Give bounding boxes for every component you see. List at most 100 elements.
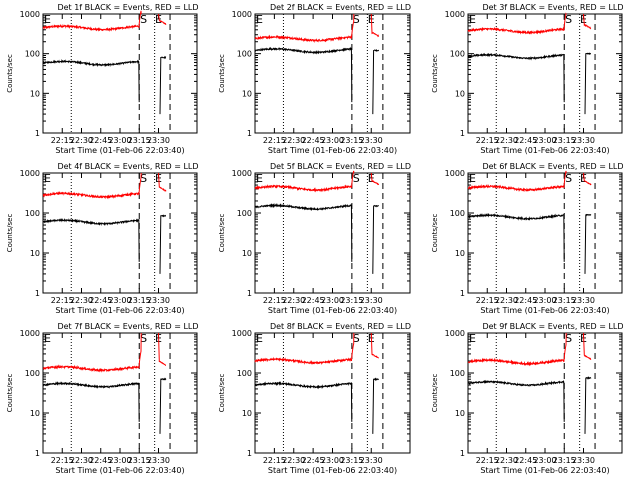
x-tick-label: 23:30 (572, 296, 595, 305)
x-tick-label: 22:30 (70, 136, 93, 145)
x-tick-label: 23:00 (108, 456, 131, 465)
series-recovery-events (372, 48, 380, 115)
y-axis-label: Counts/sec (218, 214, 226, 253)
x-tick-label: 22:45 (89, 456, 112, 465)
y-tick-label: 1000 (20, 10, 40, 19)
y-tick-label: 1000 (20, 329, 40, 338)
chart-panel-8: Det 8f BLACK = Events, RED = LLD Counts/s… (218, 322, 411, 475)
event-marker-e: E (580, 172, 587, 185)
y-tick-label: 10 (242, 409, 252, 418)
event-marker-e: E (469, 332, 476, 345)
y-tick-label: 100 (25, 369, 40, 378)
x-tick-label: 22:45 (514, 296, 537, 305)
y-tick-label: 1 (460, 129, 465, 138)
y-tick-label: 10 (455, 249, 465, 258)
event-marker-s: S (565, 332, 572, 345)
chart-title: Det 7f BLACK = Events, RED = LLD (57, 322, 198, 331)
event-marker-e: E (469, 172, 476, 185)
y-tick-label: 100 (25, 209, 40, 218)
series-recovery-lld (370, 13, 380, 38)
series-line-events (42, 58, 140, 103)
x-tick-label: 23:15 (128, 296, 151, 305)
x-tick-label: 23:30 (360, 296, 383, 305)
y-tick-label: 1 (35, 129, 40, 138)
chart-panel-9: Det 9f BLACK = Events, RED = LLD Counts/s… (431, 322, 624, 475)
event-marker-e: E (44, 172, 51, 185)
x-axis-label: Start Time (01-Feb-06 22:03:40) (55, 466, 184, 475)
x-tick-label: 23:00 (533, 136, 556, 145)
x-tick-label: 22:30 (70, 296, 93, 305)
x-tick-label: 23:15 (553, 456, 576, 465)
x-tick-label: 23:30 (147, 296, 170, 305)
series-line-lld (254, 13, 355, 44)
event-marker-s: S (140, 332, 147, 345)
y-tick-label: 10 (30, 249, 40, 258)
series-line-lld (467, 12, 567, 35)
x-tick-label: 23:15 (340, 296, 363, 305)
y-tick-label: 1 (35, 289, 40, 298)
chart-panel-6: Det 6f BLACK = Events, RED = LLD Counts/s… (431, 162, 624, 315)
x-tick-label: 22:15 (263, 296, 286, 305)
x-tick-label: 22:15 (51, 136, 74, 145)
y-tick-label: 1 (35, 449, 40, 458)
series-line-events (467, 213, 565, 262)
x-axis-label: Start Time (01-Feb-06 22:03:40) (480, 306, 609, 315)
chart-panel-3: Det 3f BLACK = Events, RED = LLD Counts/s… (431, 3, 624, 155)
x-tick-label: 22:15 (476, 296, 499, 305)
plot-frame (42, 172, 198, 294)
x-tick-label: 22:45 (302, 136, 325, 145)
x-axis-label: Start Time (01-Feb-06 22:03:40) (55, 306, 184, 315)
chart-title: Det 1f BLACK = Events, RED = LLD (57, 3, 198, 12)
y-tick-label: 1000 (232, 10, 252, 19)
chart-title: Det 3f BLACK = Events, RED = LLD (482, 3, 623, 12)
x-tick-label: 23:30 (572, 136, 595, 145)
series-line-lld (42, 332, 142, 373)
x-axis-label: Start Time (01-Feb-06 22:03:40) (268, 146, 397, 155)
x-axis-label: Start Time (01-Feb-06 22:03:40) (268, 466, 397, 475)
chart-title: Det 2f BLACK = Events, RED = LLD (270, 3, 411, 12)
y-axis-label: Counts/sec (218, 374, 226, 413)
plot-frame (42, 13, 198, 134)
y-tick-label: 1 (460, 449, 465, 458)
x-axis-label: Start Time (01-Feb-06 22:03:40) (480, 146, 609, 155)
y-tick-label: 10 (30, 409, 40, 418)
x-tick-label: 23:30 (360, 456, 383, 465)
x-tick-label: 22:30 (495, 136, 518, 145)
series-line-events (254, 381, 353, 422)
x-tick-label: 22:30 (282, 296, 305, 305)
x-tick-label: 22:45 (89, 136, 112, 145)
series-line-lld (254, 170, 355, 193)
series-recovery-lld (583, 13, 592, 30)
series-recovery-lld (370, 332, 379, 359)
y-tick-label: 100 (450, 369, 465, 378)
x-axis-label: Start Time (01-Feb-06 22:03:40) (480, 466, 609, 475)
y-tick-label: 1000 (445, 169, 465, 178)
x-tick-label: 22:30 (282, 456, 305, 465)
series-recovery-events (372, 204, 380, 274)
x-tick-label: 22:15 (51, 456, 74, 465)
series-line-lld (254, 332, 355, 365)
x-axis-label: Start Time (01-Feb-06 22:03:40) (268, 306, 397, 315)
chart-title: Det 4f BLACK = Events, RED = LLD (57, 162, 198, 171)
series-line-events (42, 381, 140, 422)
y-axis-label: Counts/sec (431, 214, 439, 253)
y-tick-label: 1000 (445, 329, 465, 338)
event-marker-s: S (353, 172, 360, 185)
series-line-events (42, 217, 140, 262)
series-line-lld (42, 172, 142, 200)
x-axis-label: Start Time (01-Feb-06 22:03:40) (55, 146, 184, 155)
y-tick-label: 10 (30, 89, 40, 98)
series-recovery-events (159, 55, 167, 115)
plot-frame (42, 332, 198, 454)
x-tick-label: 23:00 (321, 136, 344, 145)
series-recovery-lld (158, 172, 167, 192)
y-axis-label: Counts/sec (431, 54, 439, 93)
y-tick-label: 10 (242, 89, 252, 98)
x-tick-label: 23:15 (340, 136, 363, 145)
x-tick-label: 22:15 (51, 296, 74, 305)
y-axis-label: Counts/sec (218, 54, 226, 93)
series-line-lld (467, 332, 567, 367)
chart-panel-2: Det 2f BLACK = Events, RED = LLD Counts/s… (218, 3, 411, 155)
event-marker-e: E (256, 172, 263, 185)
series-recovery-lld (583, 332, 592, 361)
